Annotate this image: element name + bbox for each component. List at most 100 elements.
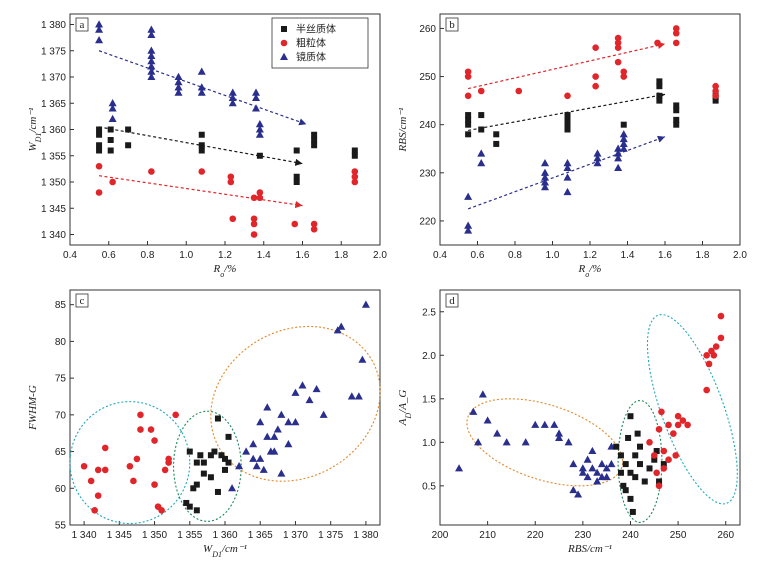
point-semi — [673, 121, 680, 128]
point-mirror — [358, 355, 367, 363]
point-mirror — [256, 417, 265, 426]
point-mirror — [569, 459, 578, 468]
point-mirror — [555, 429, 564, 437]
y-tick-label: 65 — [55, 447, 67, 458]
y-tick-label: 85 — [55, 300, 67, 311]
point-mirror — [255, 120, 264, 128]
point-mirror — [277, 469, 286, 477]
point-semi — [656, 97, 663, 104]
point-mirror — [235, 462, 244, 470]
legend-label-semi: 半丝质体 — [296, 23, 336, 36]
point-mirror — [252, 104, 260, 112]
point-mirror — [284, 417, 293, 426]
point-coarse — [250, 220, 258, 228]
point-mirror — [108, 99, 117, 107]
point-semi — [656, 92, 663, 99]
point-coarse — [351, 168, 359, 175]
point-mirror — [228, 93, 237, 101]
panel-label: c — [80, 295, 85, 307]
point-mirror — [550, 420, 559, 428]
point-semi — [465, 121, 472, 128]
point-semi — [637, 443, 643, 450]
series-mirror — [464, 130, 628, 234]
y-tick-label: 60 — [55, 484, 67, 495]
x-axis-label: Ro/% — [578, 263, 602, 279]
point-semi — [656, 478, 663, 485]
point-semi — [96, 131, 103, 138]
point-mirror — [614, 149, 623, 157]
point-semi — [634, 430, 641, 437]
series-semi — [183, 415, 232, 514]
point-semi — [351, 152, 358, 159]
point-semi — [673, 102, 680, 109]
point-coarse — [291, 220, 299, 228]
point-mirror — [478, 390, 487, 398]
point-coarse — [655, 425, 663, 433]
point-semi — [293, 179, 300, 185]
y-tick-label: 70 — [55, 410, 67, 421]
y-axis-label: WD1/cm⁻¹ — [27, 108, 43, 152]
point-mirror — [263, 403, 272, 411]
point-mirror — [263, 432, 272, 440]
point-coarse — [646, 439, 653, 446]
point-mirror — [477, 149, 486, 157]
point-coarse — [80, 462, 88, 470]
point-mirror — [502, 438, 511, 446]
trend-line-semi — [98, 126, 303, 166]
x-tick-label: 0.6 — [102, 250, 116, 261]
point-coarse — [464, 73, 472, 80]
point-coarse — [91, 507, 98, 514]
cluster-ellipse — [646, 314, 738, 505]
point-mirror — [252, 462, 261, 470]
cluster-ellipse — [617, 399, 663, 523]
point-coarse — [172, 411, 179, 419]
y-tick-label: 220 — [419, 216, 436, 227]
x-tick-label: 1.0 — [546, 250, 560, 261]
x-tick-label: 1.2 — [218, 250, 232, 261]
point-mirror — [593, 477, 602, 485]
cluster-ellipse — [466, 398, 624, 487]
point-coarse — [703, 386, 710, 394]
point-coarse — [95, 162, 103, 170]
point-semi — [564, 116, 571, 123]
point-coarse — [165, 455, 172, 463]
panel-b: 0.4 0.6 0.8 1.0 1.2 1.4 1.6 1.8 2.0 220 230 240 250 2… — [397, 13, 747, 279]
point-coarse — [660, 465, 668, 472]
point-semi — [493, 131, 500, 138]
point-semi — [617, 452, 624, 459]
x-tick-label: 2.0 — [373, 250, 387, 261]
x-tick-label: 0.4 — [433, 250, 447, 261]
point-coarse — [151, 437, 158, 444]
point-mirror — [147, 51, 156, 59]
point-semi — [125, 126, 132, 133]
point-mirror — [255, 125, 264, 133]
point-coarse — [614, 44, 622, 51]
x-tick-label: 1 345 — [107, 530, 132, 541]
point-semi — [478, 126, 485, 133]
point-mirror — [95, 36, 104, 44]
point-semi — [96, 142, 103, 149]
plot-frame — [439, 13, 741, 246]
x-axis-label: RBS/cm⁻¹ — [567, 543, 612, 555]
point-mirror — [95, 20, 104, 28]
point-coarse — [87, 477, 95, 485]
point-mirror — [242, 447, 251, 455]
point-coarse — [351, 173, 359, 181]
y-tick-label: 230 — [419, 168, 436, 179]
point-semi — [107, 137, 114, 143]
y-tick-label: 240 — [419, 120, 436, 131]
point-coarse — [614, 34, 622, 42]
plot-frame — [439, 289, 741, 526]
y-tick-label: 80 — [55, 337, 67, 348]
point-mirror — [273, 425, 282, 433]
point-semi — [125, 142, 132, 149]
point-semi — [465, 112, 472, 119]
point-semi — [620, 121, 627, 128]
point-mirror — [361, 300, 370, 308]
point-mirror — [602, 464, 611, 472]
point-coarse — [137, 411, 144, 419]
point-mirror — [174, 72, 183, 80]
point-semi — [627, 413, 634, 420]
y-tick-label: 1.0 — [422, 438, 436, 449]
